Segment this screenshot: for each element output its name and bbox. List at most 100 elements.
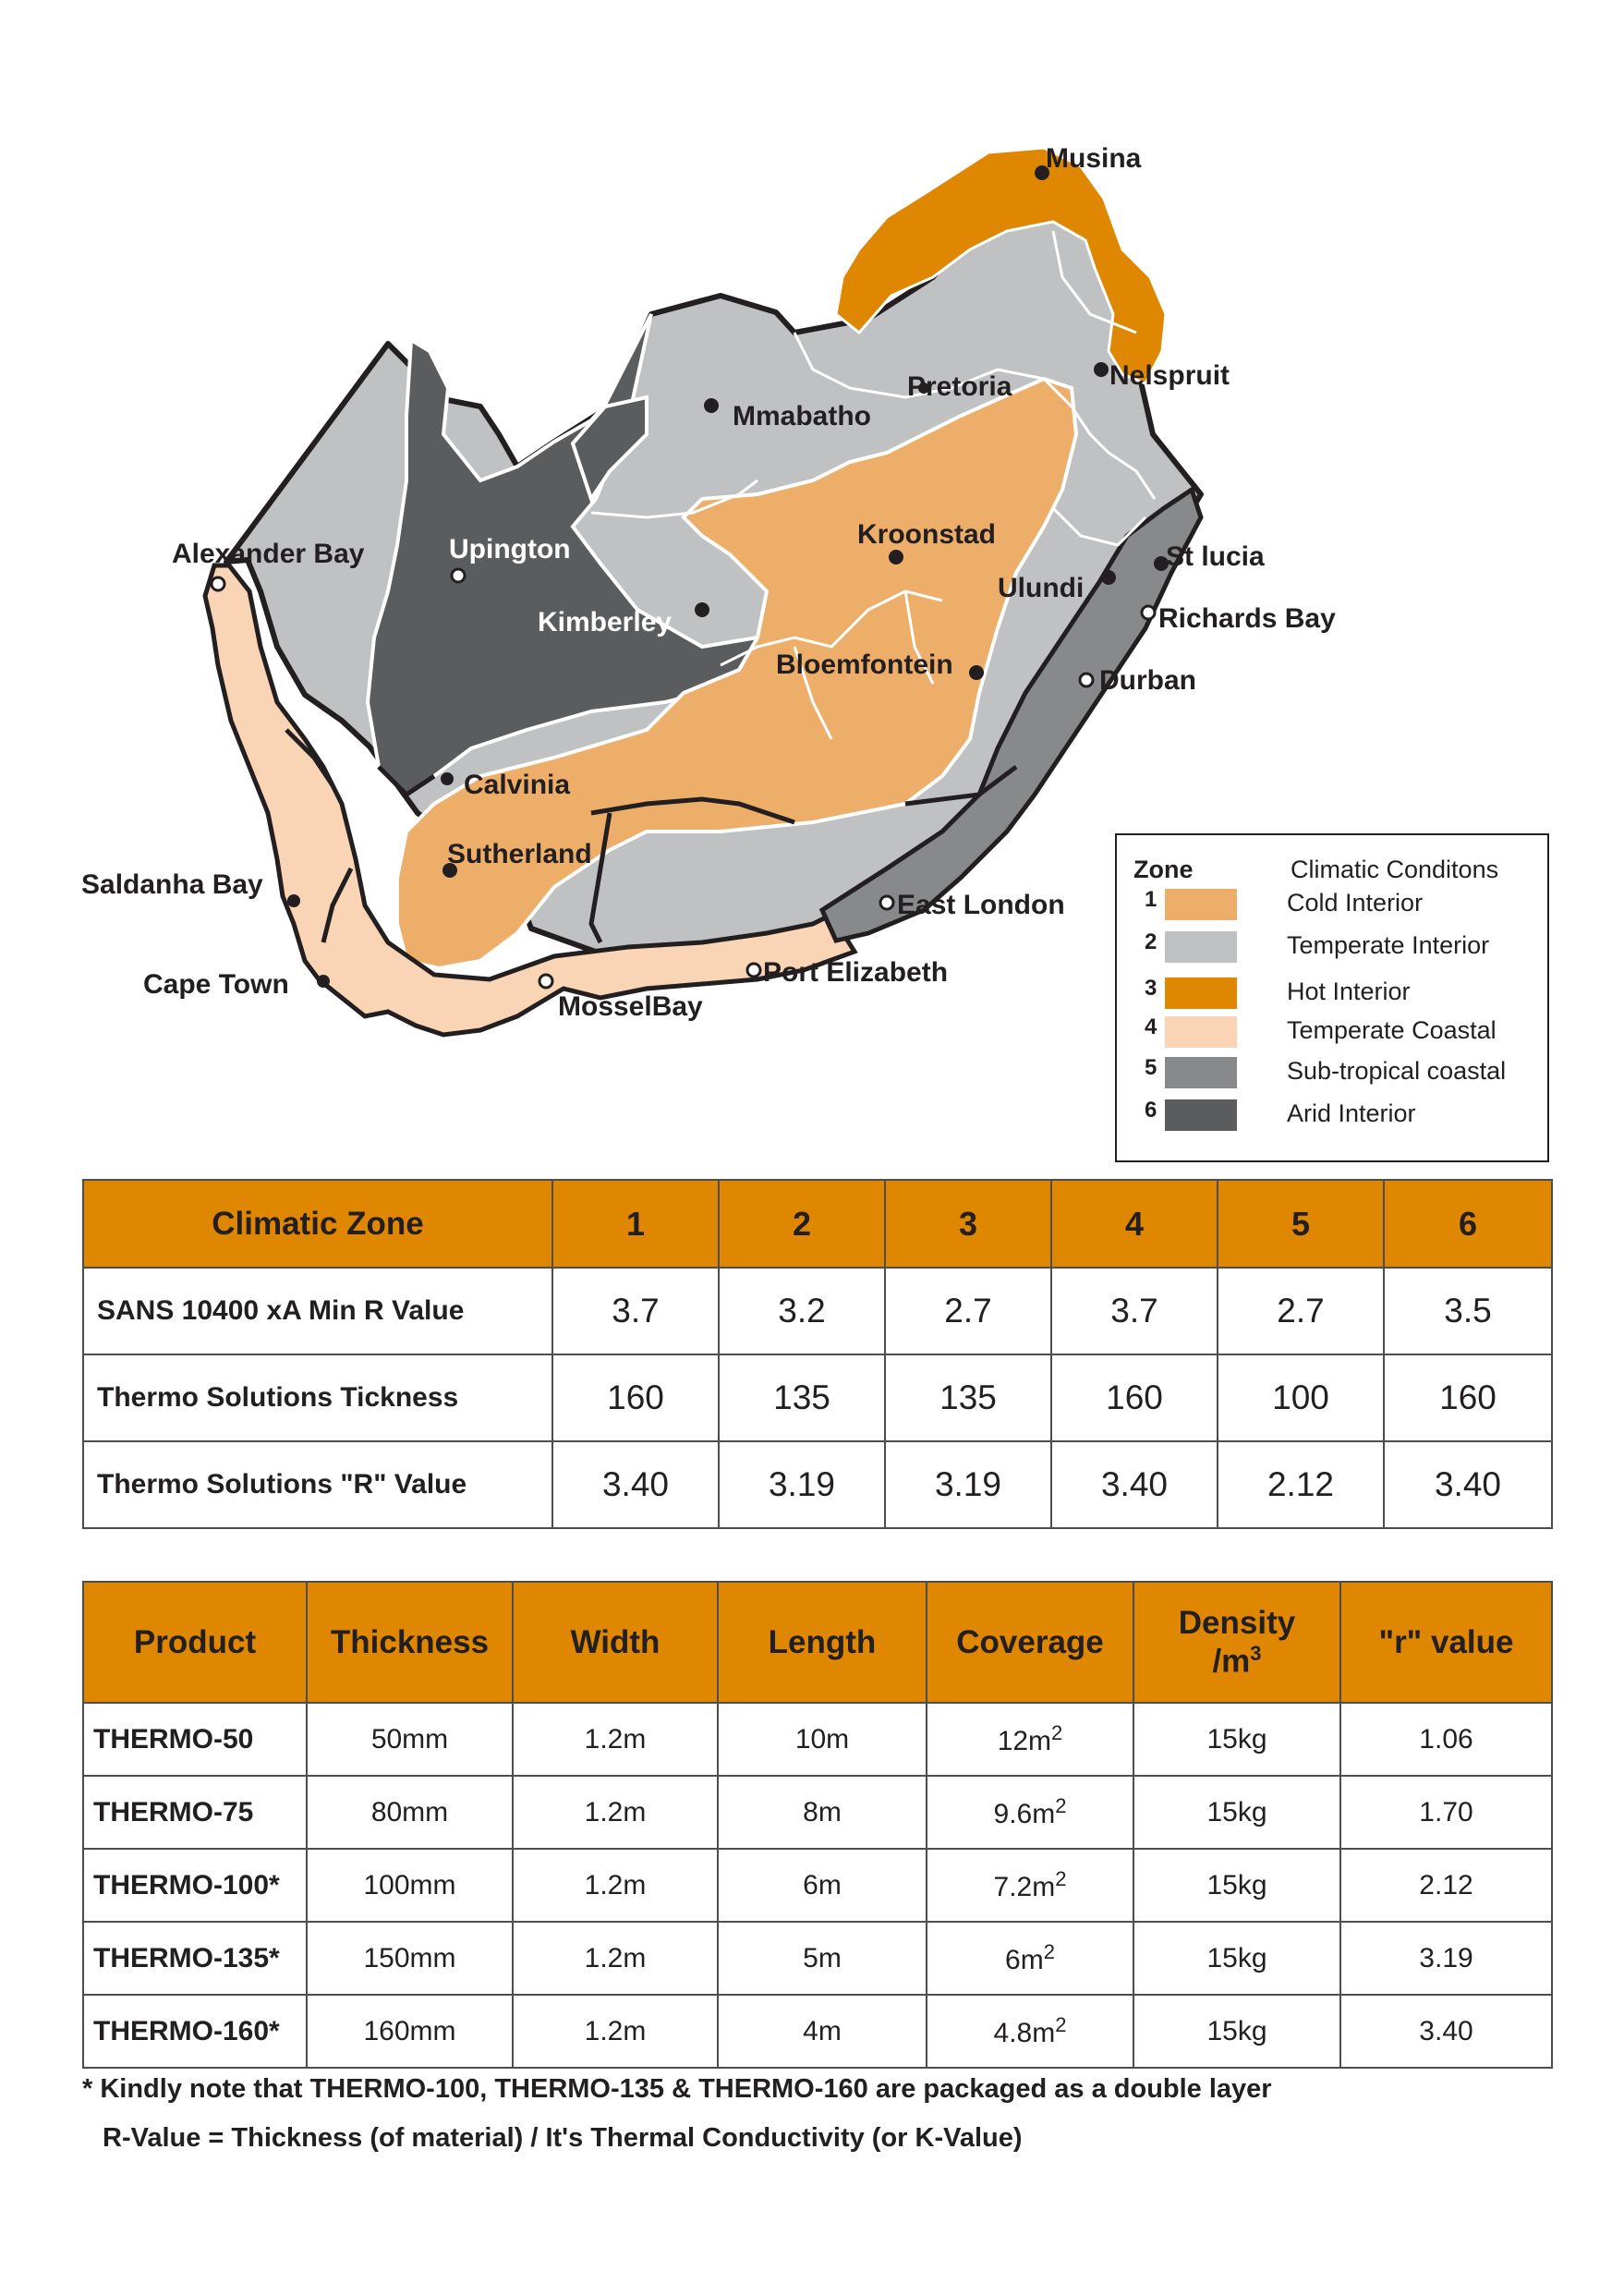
- city-label-alexander-bay: Alexander Bay: [172, 539, 365, 569]
- zone-row-value: 3.5: [1383, 1267, 1553, 1355]
- product-coverage-sup: 2: [1043, 1940, 1055, 1963]
- zone-temperate-coastal: [202, 563, 858, 1038]
- legend-item-number: 5: [1145, 1055, 1157, 1080]
- product-coverage-value: 6m: [1005, 1945, 1044, 1975]
- legend-swatch: [1165, 978, 1237, 1009]
- product-length: 8m: [717, 1775, 927, 1850]
- zone-row-value: 3.40: [1383, 1440, 1553, 1529]
- product-coverage-value: 9.6m: [993, 1799, 1056, 1829]
- zone-row-value: 160: [1050, 1354, 1218, 1442]
- product-width: 1.2m: [512, 1994, 719, 2069]
- legend-swatch: [1165, 1016, 1237, 1048]
- zone-table-row: SANS 10400 xA Min R Value 3.7 3.2 2.7 3.7 2.7…: [82, 1267, 1553, 1355]
- header-density-line2: /m: [1212, 1643, 1251, 1680]
- city-label-nelspruit: Nelspruit: [1109, 360, 1230, 391]
- zone-row-value: 2.12: [1217, 1440, 1385, 1529]
- product-density: 15kg: [1133, 1775, 1341, 1850]
- city-label-port-elizabeth: Port Elizabeth: [763, 957, 948, 988]
- product-coverage-value: 12m: [997, 1726, 1052, 1756]
- climatic-zone-table: Climatic Zone 1 2 3 4 5 6 SANS 10400 xA …: [82, 1179, 1553, 1529]
- zone-subtropical-coastal: [818, 486, 1204, 943]
- product-thickness: 100mm: [306, 1848, 514, 1923]
- product-width: 1.2m: [512, 1848, 719, 1923]
- city-label-musina: Musina: [1046, 143, 1142, 174]
- legend-item: 3 Hot Interior: [1117, 972, 1547, 1009]
- legend-item-label: Arid Interior: [1287, 1099, 1416, 1127]
- zone-table-header: Climatic Zone 1 2 3 4 5 6: [82, 1179, 1553, 1269]
- zone-row-value: 2.7: [884, 1267, 1052, 1355]
- city-label-durban: Durban: [1099, 665, 1196, 696]
- product-density: 15kg: [1133, 1994, 1341, 2069]
- product-coverage-value: 4.8m: [993, 2018, 1056, 2048]
- city-markers: [210, 165, 1169, 990]
- product-name: THERMO-135*: [82, 1921, 308, 1996]
- zone-table-header-cell: 6: [1383, 1179, 1553, 1269]
- map-legend: Zone Climatic Conditons 1 Cold Interior 2 T…: [1115, 833, 1549, 1162]
- legend-item: 6 Arid Interior: [1117, 1094, 1547, 1131]
- city-label-cape-town: Cape Town: [143, 969, 289, 1000]
- product-width: 1.2m: [512, 1921, 719, 1996]
- zone-row-value: 160: [1383, 1354, 1553, 1442]
- header-density-sup: 3: [1250, 1641, 1262, 1665]
- zone-row-value: 135: [884, 1354, 1052, 1442]
- note-double-layer: * Kindly note that THERMO-100, THERMO-13…: [82, 2074, 1272, 2104]
- product-row: THERMO-160* 160mm 1.2m 4m 4.8m2 15kg 3.40: [82, 1994, 1553, 2069]
- zone-row-value: 3.7: [1050, 1267, 1218, 1355]
- product-width: 1.2m: [512, 1775, 719, 1850]
- legend-item-label: Hot Interior: [1287, 978, 1411, 1005]
- legend-swatch: [1165, 1057, 1237, 1088]
- legend-swatch: [1165, 889, 1237, 920]
- legend-zone-header: Zone: [1133, 856, 1194, 883]
- zone-row-value: 3.40: [1050, 1440, 1218, 1529]
- zone-arid-interior: [365, 313, 760, 797]
- city-label-mossel-bay: MosselBay: [558, 991, 703, 1022]
- product-coverage-value: 7.2m: [993, 1872, 1056, 1902]
- legend-item-label: Temperate Coastal: [1287, 1016, 1497, 1044]
- product-coverage: 6m2: [926, 1921, 1134, 1996]
- product-row: THERMO-100* 100mm 1.2m 6m 7.2m2 15kg 2.12: [82, 1848, 1553, 1923]
- city-label-kimberley: Kimberley: [538, 607, 672, 638]
- product-table: Product Thickness Width Length Coverage …: [82, 1581, 1553, 2069]
- header-width: Width: [512, 1581, 719, 1704]
- legend-item-label: Sub-tropical coastal: [1287, 1057, 1507, 1085]
- legend-conditions-header: Climatic Conditons: [1291, 856, 1499, 883]
- zone-row-value: 100: [1217, 1354, 1385, 1442]
- zone-table-header-cell: 4: [1050, 1179, 1218, 1269]
- city-label-upington: Upington: [449, 534, 571, 565]
- product-name: THERMO-75: [82, 1775, 308, 1850]
- region-outlines: [285, 728, 1018, 944]
- header-product: Product: [82, 1581, 308, 1704]
- product-r-value: 3.40: [1339, 1994, 1553, 2069]
- product-table-header: Product Thickness Width Length Coverage …: [82, 1581, 1553, 1704]
- header-thickness: Thickness: [306, 1581, 514, 1704]
- product-thickness: 150mm: [306, 1921, 514, 1996]
- south-africa-climate-map: Musina Nelspruit Pretoria Mmabatho Uping…: [81, 143, 1336, 1038]
- city-label-st-lucia: St lucia: [1166, 541, 1265, 572]
- zone-row-value: 3.19: [718, 1440, 886, 1529]
- product-density: 15kg: [1133, 1921, 1341, 1996]
- zone-row-value: 3.7: [551, 1267, 720, 1355]
- product-row: THERMO-75 80mm 1.2m 8m 9.6m2 15kg 1.70: [82, 1775, 1553, 1850]
- product-width: 1.2m: [512, 1702, 719, 1777]
- product-thickness: 160mm: [306, 1994, 514, 2069]
- product-coverage: 4.8m2: [926, 1994, 1134, 2069]
- zone-row-label: Thermo Solutions Tickness: [82, 1354, 553, 1442]
- product-r-value: 3.19: [1339, 1921, 1553, 1996]
- legend-item: 4 Temperate Coastal: [1117, 1011, 1547, 1048]
- product-name: THERMO-100*: [82, 1848, 308, 1923]
- legend-item-label: Temperate Interior: [1287, 931, 1490, 959]
- product-coverage-sup: 2: [1055, 1794, 1067, 1817]
- product-coverage-sup: 2: [1051, 1721, 1063, 1744]
- zone-table-row: Thermo Solutions "R" Value 3.40 3.19 3.19 3.…: [82, 1440, 1553, 1529]
- product-length: 6m: [717, 1848, 927, 1923]
- note-r-value-formula: R-Value = Thickness (of material) / It's…: [103, 2123, 1023, 2153]
- city-label-kroonstad: Kroonstad: [857, 519, 996, 550]
- legend-item-number: 1: [1145, 887, 1157, 912]
- legend-item-number: 3: [1145, 976, 1157, 1001]
- legend-swatch: [1165, 1099, 1237, 1131]
- legend-item-number: 4: [1145, 1014, 1157, 1039]
- zone-row-label: Thermo Solutions "R" Value: [82, 1440, 553, 1529]
- legend-item: 1 Cold Interior: [1117, 883, 1547, 920]
- product-name: THERMO-160*: [82, 1994, 308, 2069]
- zone-row-value: 2.7: [1217, 1267, 1385, 1355]
